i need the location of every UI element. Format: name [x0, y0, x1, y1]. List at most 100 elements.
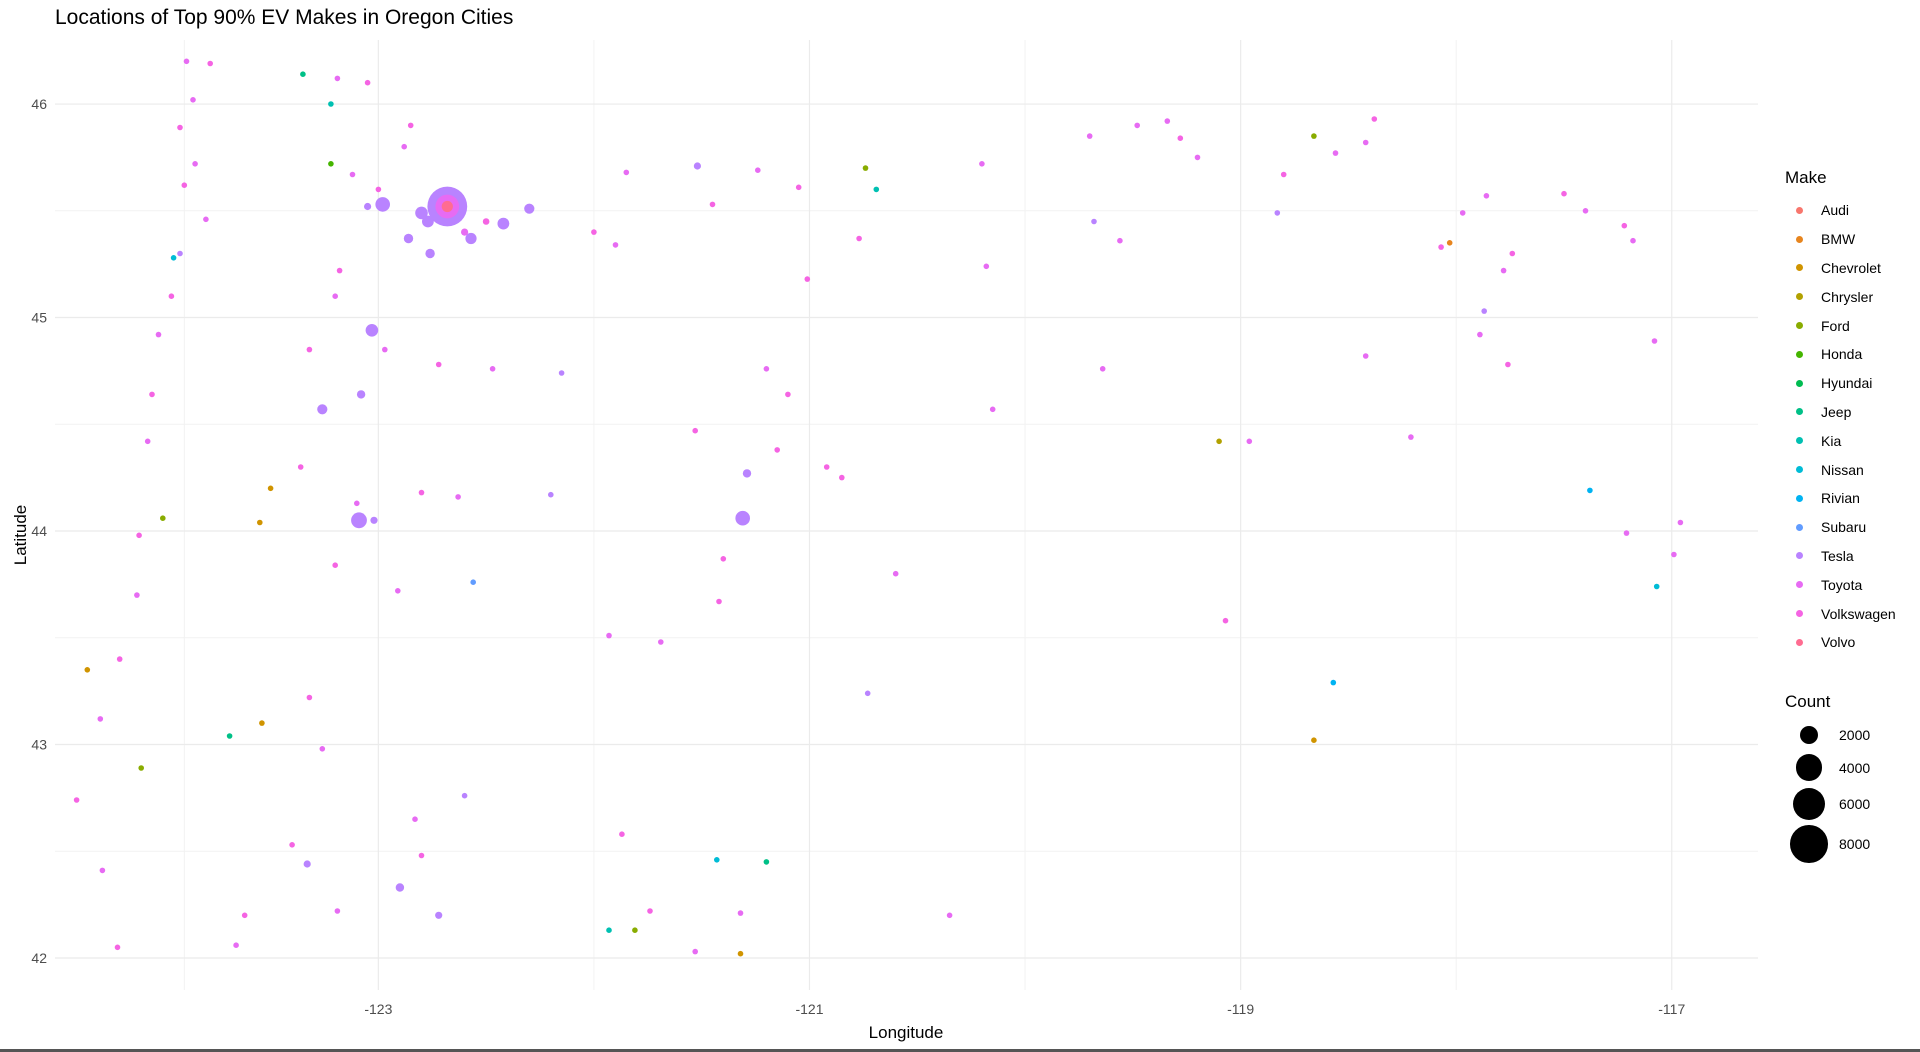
- data-point-volkswagen: [647, 908, 653, 914]
- data-point-toyota: [192, 161, 198, 167]
- legend-item-jeep: Jeep: [1785, 398, 1896, 427]
- size-legend-item: 2000: [1785, 720, 1870, 750]
- y-tick-label: 45: [31, 310, 47, 326]
- data-point-toyota: [401, 143, 408, 150]
- legend-swatch: [1795, 206, 1803, 214]
- data-point-tesla: [317, 404, 328, 415]
- size-legend-circle: [1795, 754, 1823, 781]
- data-point-volkswagen: [289, 842, 295, 848]
- data-point-toyota: [1459, 210, 1466, 216]
- data-point-volkswagen: [418, 852, 425, 859]
- legend-label: Rivian: [1821, 490, 1860, 507]
- grid: [55, 40, 1758, 990]
- data-point-toyota: [1246, 438, 1253, 445]
- data-point-toyota: [144, 438, 151, 445]
- x-axis-label: Longitude: [868, 1023, 944, 1042]
- legend-label: Nissan: [1821, 461, 1864, 478]
- data-point-toyota: [1099, 366, 1106, 372]
- data-point-volkswagen: [482, 218, 490, 225]
- data-point-volkswagen: [774, 447, 780, 453]
- data-point-toyota: [763, 366, 770, 372]
- legend-key: [1785, 523, 1813, 531]
- legend-key: [1785, 610, 1813, 618]
- data-point-toyota: [1362, 353, 1369, 359]
- data-point-volkswagen: [297, 464, 304, 470]
- data-point-honda: [328, 161, 334, 167]
- data-point-chevrolet: [259, 720, 265, 726]
- data-point-volkswagen: [136, 532, 142, 539]
- legend-item-volkswagen: Volkswagen: [1785, 599, 1896, 628]
- data-point-toyota: [692, 948, 698, 955]
- data-point-toyota: [183, 58, 190, 65]
- data-point-toyota: [1194, 154, 1201, 161]
- legend-swatch: [1795, 581, 1803, 589]
- chart-title: Locations of Top 90% EV Makes in Oregon …: [55, 6, 514, 29]
- data-point-volkswagen: [1222, 617, 1229, 624]
- data-point-toyota: [332, 293, 339, 300]
- data-point-tesla: [375, 197, 391, 212]
- data-point-toyota: [1651, 338, 1658, 344]
- legend-swatch: [1795, 379, 1803, 387]
- x-tick-label: -117: [1658, 1001, 1685, 1017]
- legend-label: Volkswagen: [1821, 605, 1896, 622]
- data-point-toyota: [1362, 139, 1369, 146]
- data-point-toyota: [989, 406, 996, 413]
- size-legend-label: 8000: [1839, 836, 1871, 852]
- data-point-tesla: [864, 690, 871, 697]
- data-point-volkswagen: [804, 276, 811, 282]
- y-axis-label: Latitude: [11, 504, 30, 566]
- data-point-volkswagen: [785, 391, 791, 398]
- data-point-toyota: [190, 97, 196, 103]
- size-legend-label: 4000: [1839, 759, 1871, 776]
- legend-key: [1785, 235, 1813, 243]
- data-point-volkswagen: [709, 201, 716, 208]
- data-point-ford: [862, 165, 869, 171]
- legend-key: [1785, 638, 1813, 646]
- data-point-tesla: [365, 324, 379, 337]
- data-point-bmw: [1446, 240, 1453, 246]
- data-point-nissan: [170, 254, 177, 261]
- legend-swatch: [1795, 494, 1803, 502]
- data-point-volkswagen: [407, 122, 414, 129]
- legend-item-audi: Audi: [1785, 196, 1896, 225]
- data-point-tesla: [370, 516, 378, 524]
- y-tick-label: 42: [31, 950, 47, 966]
- legend-key: [1785, 293, 1813, 301]
- data-point-volkswagen: [207, 60, 213, 67]
- data-point-kia: [606, 927, 612, 933]
- count-legend-title: Count: [1785, 692, 1831, 711]
- data-point-toyota: [97, 716, 104, 722]
- data-point-toyota: [319, 746, 326, 752]
- data-point-toyota: [755, 167, 761, 173]
- data-point-toyota: [334, 75, 341, 82]
- legend-label: Honda: [1821, 346, 1863, 363]
- data-point-toyota: [1408, 434, 1414, 440]
- data-point-tesla: [735, 510, 750, 526]
- data-point-tesla: [465, 232, 477, 245]
- data-point-toyota: [1500, 267, 1507, 274]
- data-point-toyota: [623, 169, 630, 176]
- data-point-tesla: [177, 250, 183, 257]
- data-point-toyota: [1134, 122, 1140, 129]
- x-tick-label: -119: [1227, 1001, 1254, 1017]
- size-legend-key: [1785, 725, 1833, 745]
- data-point-toyota: [134, 592, 140, 598]
- data-points: [73, 58, 1684, 957]
- data-point-ford: [138, 765, 144, 771]
- data-point-rivian: [1587, 487, 1593, 494]
- data-point-tesla: [395, 883, 405, 892]
- data-point-volvo: [441, 200, 453, 213]
- data-point-toyota: [1671, 551, 1677, 558]
- data-point-toyota: [1332, 150, 1339, 156]
- legend-item-bmw: BMW: [1785, 225, 1896, 254]
- data-point-toyota: [612, 242, 619, 248]
- data-point-toyota: [155, 331, 162, 338]
- data-point-toyota: [606, 632, 612, 639]
- legend-label: Kia: [1821, 432, 1842, 449]
- data-point-toyota: [99, 867, 106, 874]
- y-tick-label: 43: [31, 736, 47, 752]
- data-point-toyota: [489, 366, 496, 372]
- data-point-volkswagen: [692, 427, 698, 434]
- legend-swatch: [1795, 350, 1803, 358]
